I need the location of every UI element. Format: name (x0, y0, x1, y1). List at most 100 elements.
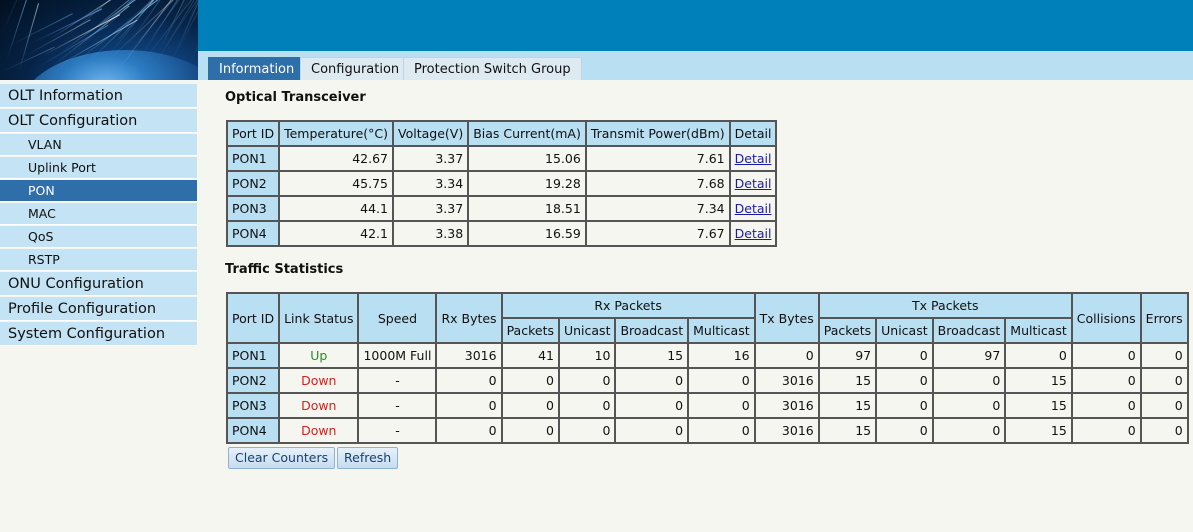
tx-unicast: 0 (875, 367, 934, 394)
tx-unicast: 0 (875, 342, 934, 369)
sidebar-item-vlan[interactable]: VLAN (0, 134, 197, 156)
tx-multicast: 15 (1004, 417, 1073, 444)
sidebar-item-qos[interactable]: QoS (0, 226, 197, 248)
col-header: Port ID (225, 292, 281, 344)
tx-broadcast: 97 (931, 342, 1007, 369)
port-id: PON3 (225, 392, 281, 419)
tx-bytes: 3016 (753, 392, 820, 419)
tab-configuration[interactable]: Configuration (300, 57, 411, 80)
table-header-row: Port ID Temperature(°C) Voltage(V) Bias … (225, 120, 778, 147)
sidebar-item-pon[interactable]: PON (0, 180, 197, 202)
col-header: Collisions (1070, 292, 1142, 344)
port-id: PON1 (225, 342, 281, 369)
sidebar-item-olt-configuration[interactable]: OLT Configuration (0, 109, 197, 133)
rx-unicast: 0 (557, 417, 617, 444)
rx-broadcast: 15 (614, 342, 690, 369)
errors: 0 (1139, 417, 1189, 444)
transmit-power: 7.34 (584, 195, 731, 222)
collisions: 0 (1070, 392, 1142, 419)
tx-broadcast: 0 (931, 367, 1007, 394)
errors: 0 (1139, 367, 1189, 394)
bias-current: 15.06 (467, 145, 587, 172)
col-header: Bias Current(mA) (467, 120, 587, 147)
sidebar: OLT Information OLT Configuration VLAN U… (0, 80, 198, 532)
collisions: 0 (1070, 367, 1142, 394)
sidebar-item-uplink-port[interactable]: Uplink Port (0, 157, 197, 179)
col-subheader: Packets (500, 317, 560, 344)
collisions: 0 (1070, 417, 1142, 444)
sidebar-item-olt-information[interactable]: OLT Information (0, 84, 197, 108)
detail-link[interactable]: Detail (734, 151, 772, 166)
optical-section-title: Optical Transceiver (225, 90, 366, 105)
detail-cell: Detail (728, 145, 778, 172)
rx-multicast: 0 (687, 392, 756, 419)
col-header: Port ID (225, 120, 281, 147)
optical-table: Port ID Temperature(°C) Voltage(V) Bias … (225, 120, 778, 247)
tx-packets: 15 (817, 392, 878, 419)
col-header: Link Status (278, 292, 360, 344)
traffic-section-title: Traffic Statistics (225, 262, 344, 277)
tx-multicast: 15 (1004, 392, 1073, 419)
voltage: 3.37 (391, 145, 470, 172)
detail-link[interactable]: Detail (734, 226, 772, 241)
table-row: PON1 Up 1000M Full 3016 41 10 15 16 0 97… (225, 342, 1189, 369)
sidebar-item-profile-configuration[interactable]: Profile Configuration (0, 297, 197, 321)
rx-multicast: 0 (687, 367, 756, 394)
collisions: 0 (1070, 342, 1142, 369)
link-status: Down (278, 367, 360, 394)
port-id: PON4 (225, 417, 281, 444)
rx-broadcast: 0 (614, 417, 690, 444)
col-header-group: Rx Packets (500, 292, 756, 319)
table-row: PON3 44.1 3.37 18.51 7.34 Detail (225, 195, 778, 222)
tab-information[interactable]: Information (208, 57, 306, 80)
port-id: PON3 (225, 195, 281, 222)
header-banner (198, 0, 1193, 51)
tab-protection-switch-group[interactable]: Protection Switch Group (403, 57, 582, 80)
rx-bytes: 0 (435, 367, 503, 394)
table-row: PON2 Down - 0 0 0 0 0 3016 15 0 0 15 0 0 (225, 367, 1189, 394)
tx-packets: 15 (817, 367, 878, 394)
temperature: 44.1 (278, 195, 394, 222)
col-header: Tx Bytes (753, 292, 820, 344)
tx-broadcast: 0 (931, 417, 1007, 444)
refresh-button[interactable]: Refresh (337, 447, 399, 469)
col-header: Detail (728, 120, 778, 147)
detail-link[interactable]: Detail (734, 201, 772, 216)
clear-counters-button[interactable]: Clear Counters (228, 447, 336, 469)
table-row: PON4 42.1 3.38 16.59 7.67 Detail (225, 220, 778, 247)
rx-multicast: 16 (687, 342, 756, 369)
rx-packets: 0 (500, 367, 560, 394)
sidebar-item-onu-configuration[interactable]: ONU Configuration (0, 272, 197, 296)
link-status: Down (278, 417, 360, 444)
sidebar-item-rstp[interactable]: RSTP (0, 249, 197, 271)
rx-packets: 41 (500, 342, 560, 369)
detail-cell: Detail (728, 220, 778, 247)
speed: 1000M Full (357, 342, 438, 369)
col-header: Errors (1139, 292, 1189, 344)
rx-unicast: 0 (557, 392, 617, 419)
table-row: PON3 Down - 0 0 0 0 0 3016 15 0 0 15 0 0 (225, 392, 1189, 419)
tx-multicast: 0 (1004, 342, 1073, 369)
table-header-row: Port ID Link Status Speed Rx Bytes Rx Pa… (225, 292, 1189, 344)
tx-bytes: 3016 (753, 367, 820, 394)
rx-bytes: 3016 (435, 342, 503, 369)
table-subheader-row: Packets Unicast Broadcast Multicast Pack… (227, 317, 1188, 344)
temperature: 42.67 (278, 145, 394, 172)
tx-bytes: 0 (753, 342, 820, 369)
sidebar-item-system-configuration[interactable]: System Configuration (0, 322, 197, 346)
speed: - (357, 392, 438, 419)
traffic-table: Port ID Link Status Speed Rx Bytes Rx Pa… (225, 292, 1189, 444)
speed: - (357, 367, 438, 394)
bias-current: 19.28 (467, 170, 587, 197)
col-subheader: Unicast (557, 317, 617, 344)
col-header: Transmit Power(dBm) (584, 120, 731, 147)
rx-bytes: 0 (435, 417, 503, 444)
tx-unicast: 0 (875, 392, 934, 419)
main-content: Optical Transceiver Port ID Temperature(… (198, 80, 1193, 532)
table-row: PON2 45.75 3.34 19.28 7.68 Detail (225, 170, 778, 197)
transmit-power: 7.67 (584, 220, 731, 247)
sidebar-item-mac[interactable]: MAC (0, 203, 197, 225)
detail-link[interactable]: Detail (734, 176, 772, 191)
bias-current: 16.59 (467, 220, 587, 247)
banner-image (0, 0, 198, 80)
